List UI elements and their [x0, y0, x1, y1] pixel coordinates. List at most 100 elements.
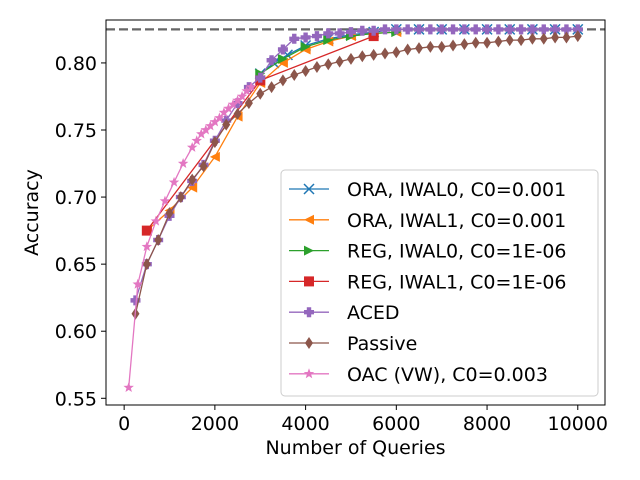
data-point — [538, 24, 549, 35]
legend-label: ORA, IWAL1, C0=0.001 — [347, 210, 566, 232]
data-point — [176, 191, 185, 204]
y-tick-label: 0.75 — [55, 120, 97, 142]
axes-frame — [105, 19, 606, 406]
data-point — [494, 35, 503, 48]
data-point — [300, 41, 311, 52]
data-point — [142, 258, 151, 271]
data-point — [335, 55, 344, 68]
data-point — [214, 112, 225, 123]
data-point — [200, 124, 212, 135]
data-point — [300, 32, 311, 43]
data-point — [277, 53, 288, 64]
legend-marker — [304, 245, 314, 256]
legend-entry: REG, IWAL1, C0=1E-06 — [289, 271, 567, 293]
data-point — [369, 48, 378, 61]
data-point — [414, 24, 425, 35]
data-point — [436, 24, 447, 35]
data-point — [236, 90, 248, 101]
data-point — [358, 50, 367, 63]
data-point — [232, 94, 243, 105]
y-tick-label: 0.70 — [55, 187, 97, 209]
data-point — [209, 151, 220, 162]
legend-marker — [303, 183, 315, 195]
data-point — [191, 135, 202, 146]
data-point — [551, 31, 560, 44]
legend-box — [280, 169, 599, 397]
x-tick-label: 6000 — [372, 413, 420, 435]
legend-entry: Passive — [289, 333, 417, 355]
data-point — [482, 24, 493, 35]
series-line — [134, 35, 578, 314]
legend: ORA, IWAL0, C0=0.001 ORA, IWAL1, C0=0.001… — [280, 169, 599, 397]
data-point — [290, 69, 299, 81]
data-point — [227, 99, 239, 109]
legend-label: ACED — [347, 302, 400, 324]
legend-entry: ORA, IWAL1, C0=0.001 — [289, 210, 566, 232]
data-point — [368, 31, 379, 42]
data-point — [504, 24, 515, 35]
data-point — [425, 24, 436, 35]
data-point — [154, 234, 163, 246]
data-point — [123, 382, 134, 393]
data-point — [130, 295, 141, 306]
data-point — [209, 116, 221, 127]
series-line — [128, 86, 252, 388]
legend-label: REG, IWAL1, C0=1E-06 — [347, 271, 567, 293]
data-point — [218, 107, 230, 118]
x-tick-label: 2000 — [191, 413, 239, 435]
data-point — [168, 176, 180, 187]
plot-layer — [106, 23, 605, 393]
data-point — [141, 241, 153, 252]
data-point — [459, 24, 470, 35]
y-axis-label: Accuracy — [21, 169, 43, 256]
data-point — [572, 24, 583, 35]
data-point — [426, 40, 435, 53]
data-point — [346, 52, 355, 65]
data-point — [516, 24, 527, 35]
data-point — [141, 225, 152, 236]
data-point — [159, 195, 171, 206]
legend-entry: ORA, IWAL0, C0=0.001 — [289, 179, 566, 201]
data-point — [205, 120, 216, 131]
legend-marker — [304, 307, 314, 318]
data-point — [449, 39, 458, 52]
data-point — [437, 40, 446, 53]
data-point — [368, 25, 379, 36]
data-point — [187, 182, 198, 193]
data-point — [277, 57, 288, 68]
data-point — [323, 28, 334, 39]
legend-marker — [305, 337, 313, 349]
data-point — [245, 81, 257, 92]
data-point — [278, 74, 287, 87]
legend-entry: OAC (VW), C0=0.003 — [289, 364, 548, 386]
data-point — [528, 32, 537, 45]
legend-label: Passive — [347, 333, 417, 355]
data-point — [539, 32, 548, 45]
data-point — [527, 24, 538, 35]
x-axis-label: Number of Queries — [265, 437, 445, 459]
data-point — [177, 158, 189, 168]
data-point — [312, 60, 321, 73]
y-tick-label: 0.65 — [55, 254, 97, 276]
x-tick-label: 0 — [118, 413, 130, 435]
data-point — [301, 64, 310, 77]
x-tick-label: 4000 — [281, 413, 329, 435]
data-point — [448, 24, 459, 35]
data-point — [573, 30, 582, 43]
x-tick-label: 10000 — [548, 413, 608, 435]
y-tick-label: 0.55 — [55, 388, 97, 410]
data-point — [311, 31, 322, 42]
data-point — [267, 81, 276, 94]
legend-label: REG, IWAL0, C0=1E-06 — [347, 241, 567, 263]
data-point — [188, 173, 197, 186]
data-point — [277, 44, 288, 55]
data-point — [256, 87, 265, 100]
data-point — [266, 55, 277, 66]
legend-entry: REG, IWAL0, C0=1E-06 — [289, 241, 567, 263]
legend-entry: ACED — [289, 302, 400, 324]
legend-label: OAC (VW), C0=0.003 — [347, 364, 548, 386]
ticks-layer: 0 2000 4000 6000 8000 10000 0.55 0.60 0.65 0.70 0.… — [55, 53, 608, 435]
data-point — [517, 34, 526, 47]
data-point — [165, 207, 174, 220]
